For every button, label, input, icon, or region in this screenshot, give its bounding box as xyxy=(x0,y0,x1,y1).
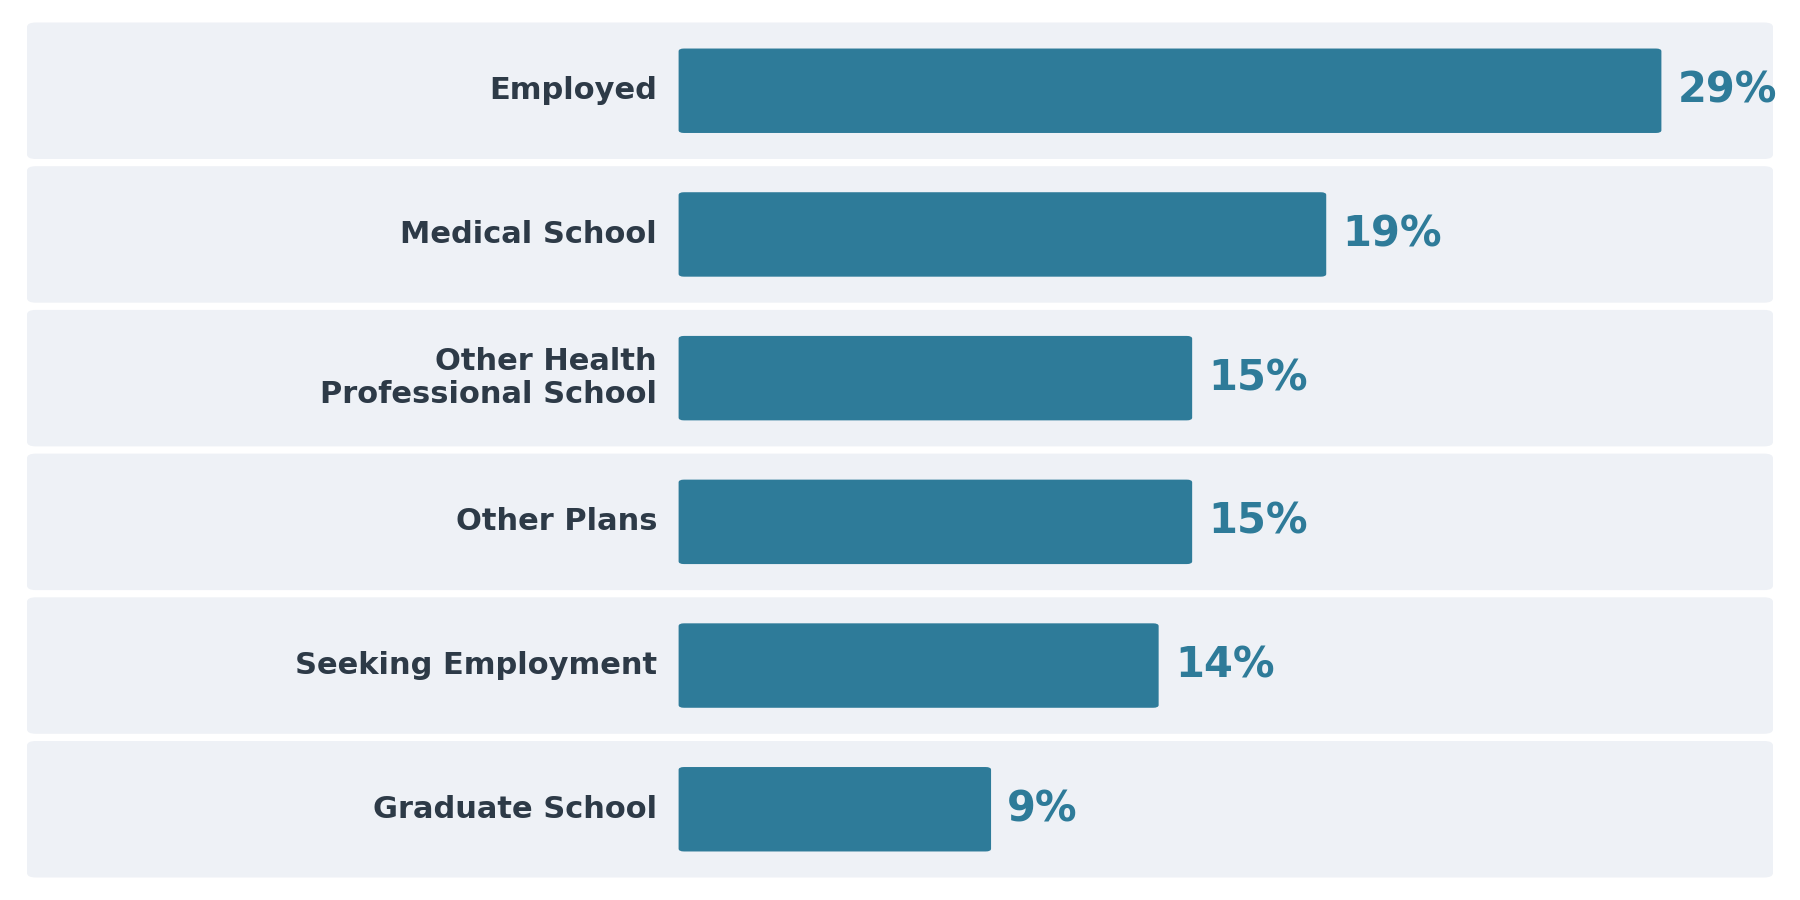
Text: 15%: 15% xyxy=(1208,357,1309,399)
Text: Other Health
Professional School: Other Health Professional School xyxy=(320,346,657,410)
FancyBboxPatch shape xyxy=(27,741,1773,878)
Text: Graduate School: Graduate School xyxy=(373,795,657,824)
FancyBboxPatch shape xyxy=(679,624,1159,707)
FancyBboxPatch shape xyxy=(27,166,1773,302)
Text: 9%: 9% xyxy=(1008,788,1078,830)
FancyBboxPatch shape xyxy=(679,336,1192,420)
Text: Medical School: Medical School xyxy=(400,220,657,249)
FancyBboxPatch shape xyxy=(679,767,992,851)
Text: Seeking Employment: Seeking Employment xyxy=(295,651,657,680)
FancyBboxPatch shape xyxy=(27,454,1773,590)
Text: 19%: 19% xyxy=(1343,213,1442,256)
FancyBboxPatch shape xyxy=(679,49,1661,133)
FancyBboxPatch shape xyxy=(679,193,1327,276)
FancyBboxPatch shape xyxy=(27,310,1773,446)
Text: 14%: 14% xyxy=(1175,644,1274,687)
Text: Employed: Employed xyxy=(490,76,657,105)
FancyBboxPatch shape xyxy=(27,22,1773,159)
Text: 29%: 29% xyxy=(1678,70,1777,112)
Text: 15%: 15% xyxy=(1208,500,1309,543)
Text: Other Plans: Other Plans xyxy=(455,508,657,536)
FancyBboxPatch shape xyxy=(27,598,1773,734)
FancyBboxPatch shape xyxy=(679,480,1192,564)
